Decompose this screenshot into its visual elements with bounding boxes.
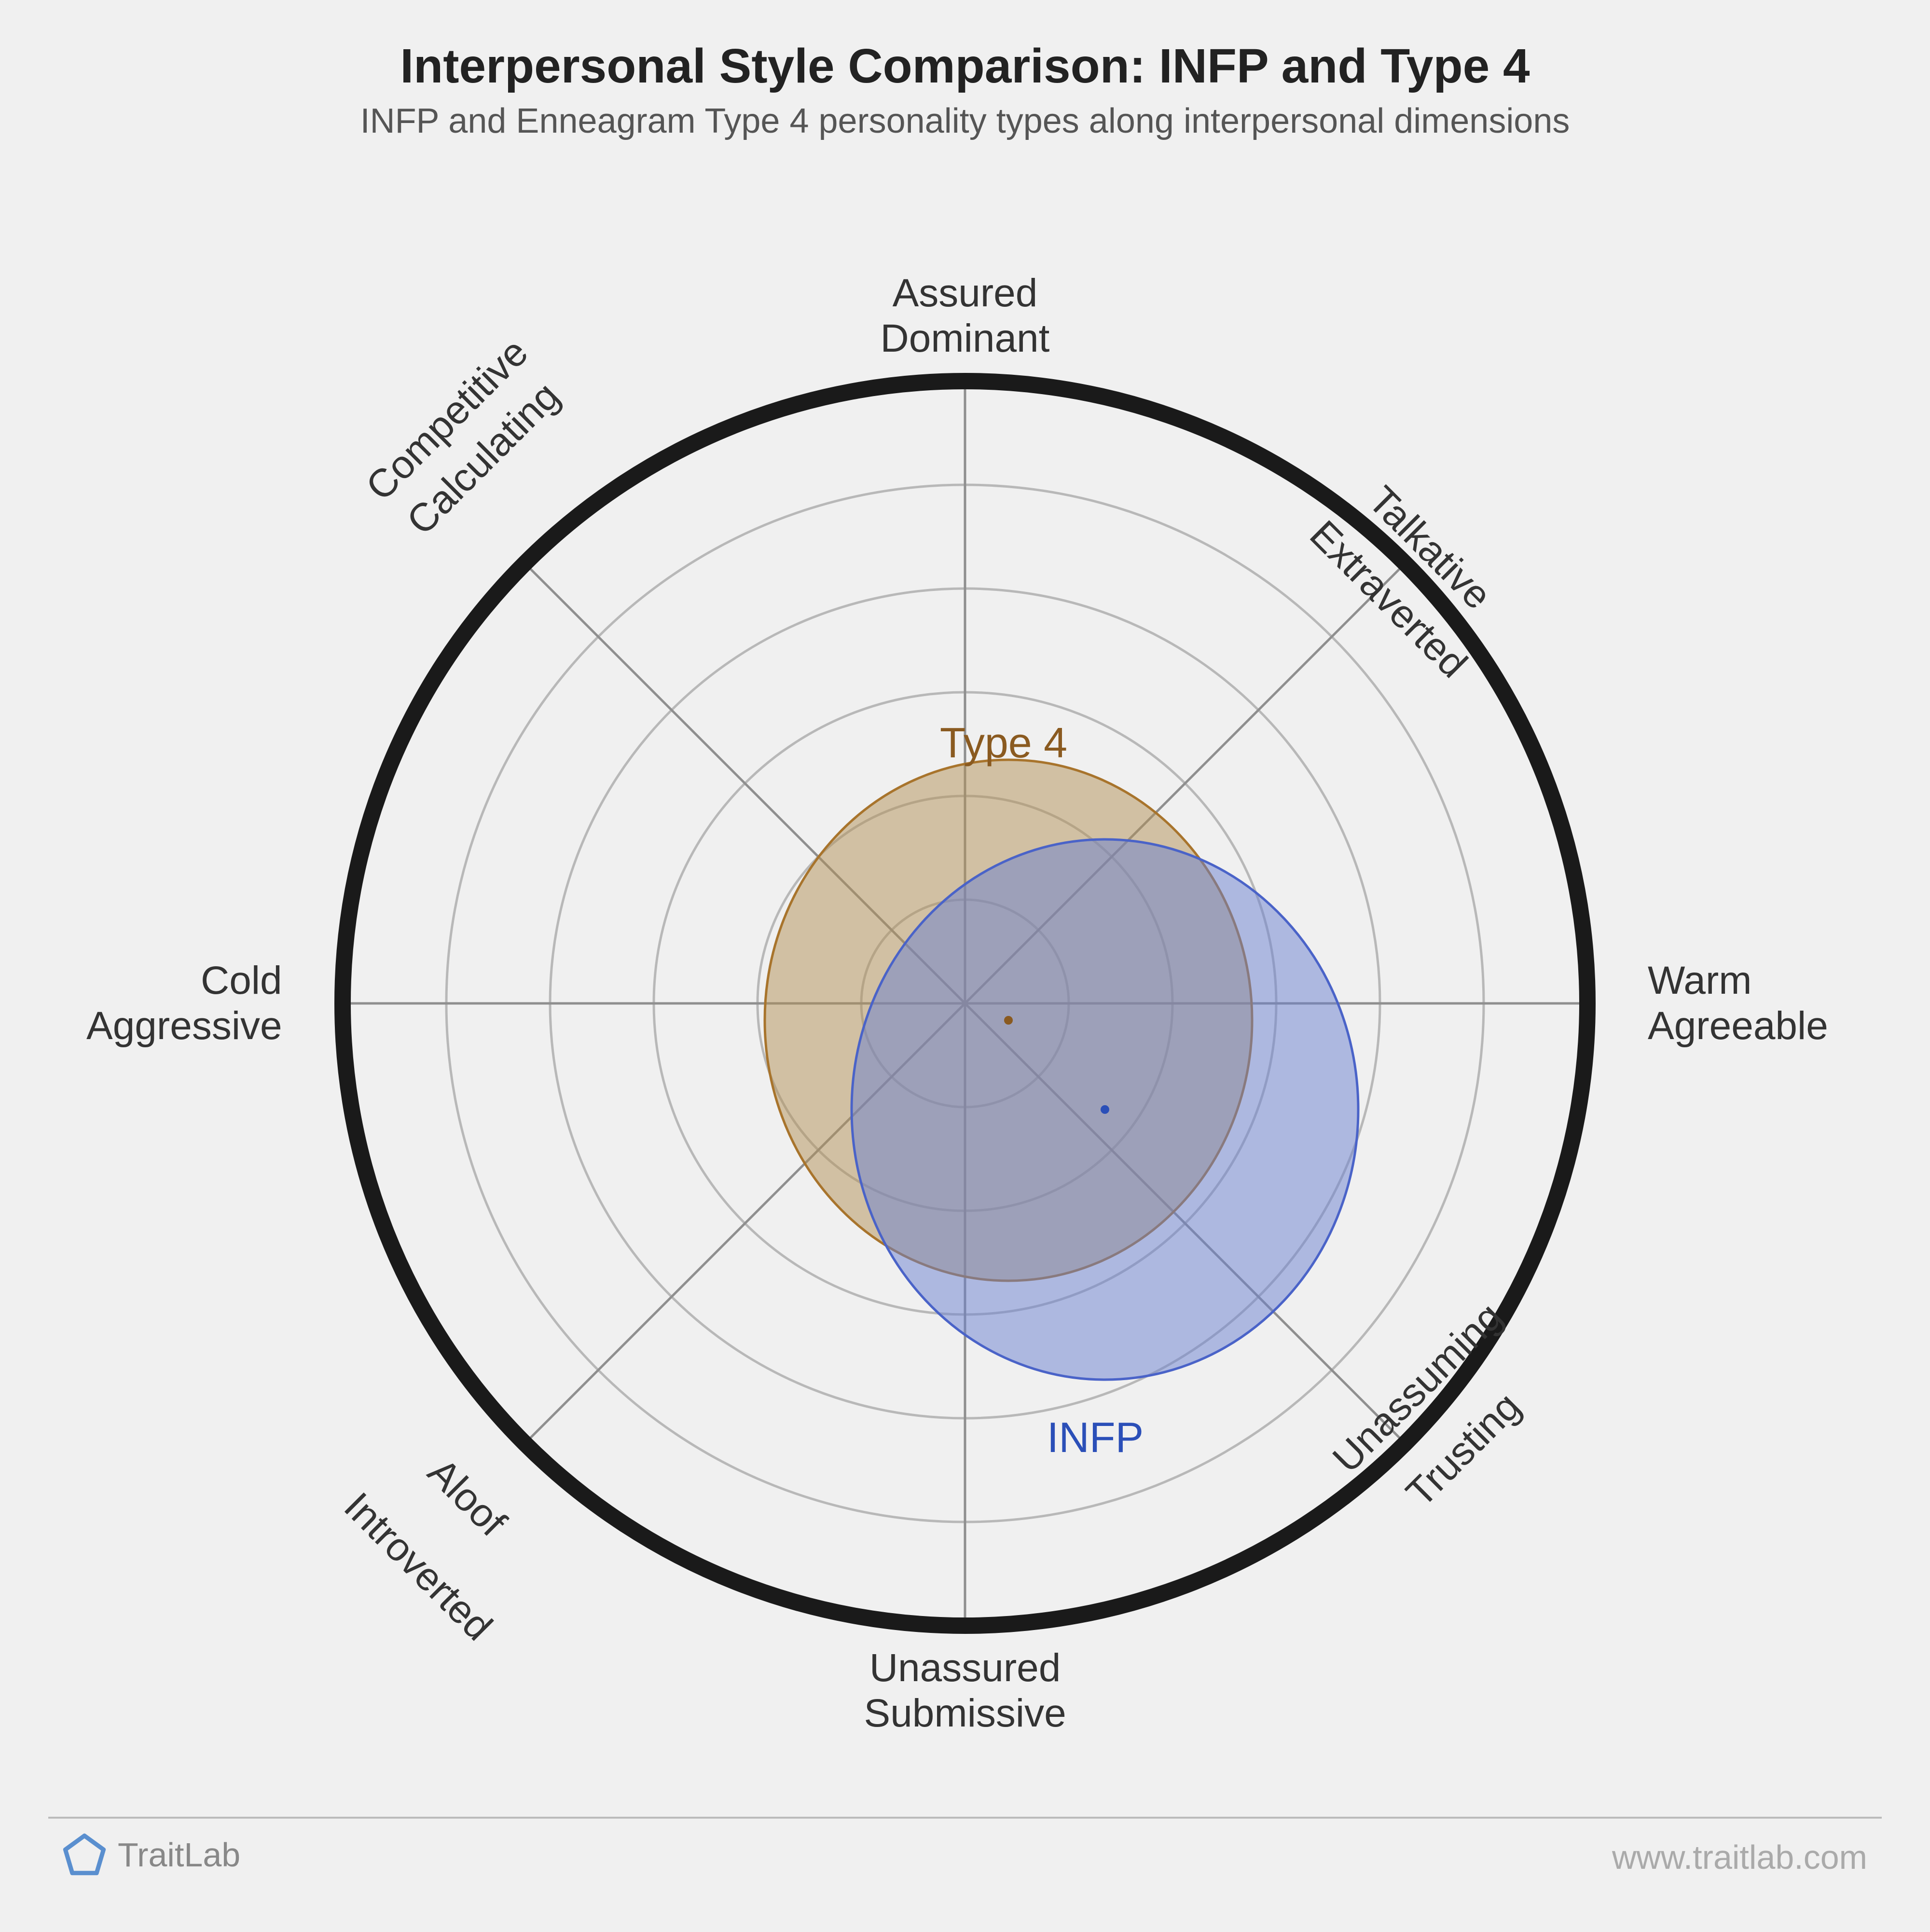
footer-url: www.traitlab.com: [1612, 1838, 1867, 1877]
footer-divider: [48, 1817, 1882, 1819]
series-label: Type 4: [940, 718, 1067, 767]
axis-label: WarmAgreeable: [1648, 958, 1828, 1049]
axis-label: UnassuredSubmissive: [864, 1645, 1066, 1737]
circumplex-chart: AssuredDominantExtravertedTalkativeWarmA…: [0, 0, 1930, 1930]
pentagon-logo-icon: [63, 1833, 106, 1877]
chart-container: Interpersonal Style Comparison: INFP and…: [0, 0, 1930, 1930]
footer-brand: TraitLab: [63, 1833, 240, 1877]
axis-label: ColdAggressive: [86, 958, 282, 1049]
axis-label: AssuredDominant: [881, 271, 1050, 362]
brand-text: TraitLab: [118, 1836, 240, 1874]
series-label: INFP: [1047, 1413, 1144, 1462]
